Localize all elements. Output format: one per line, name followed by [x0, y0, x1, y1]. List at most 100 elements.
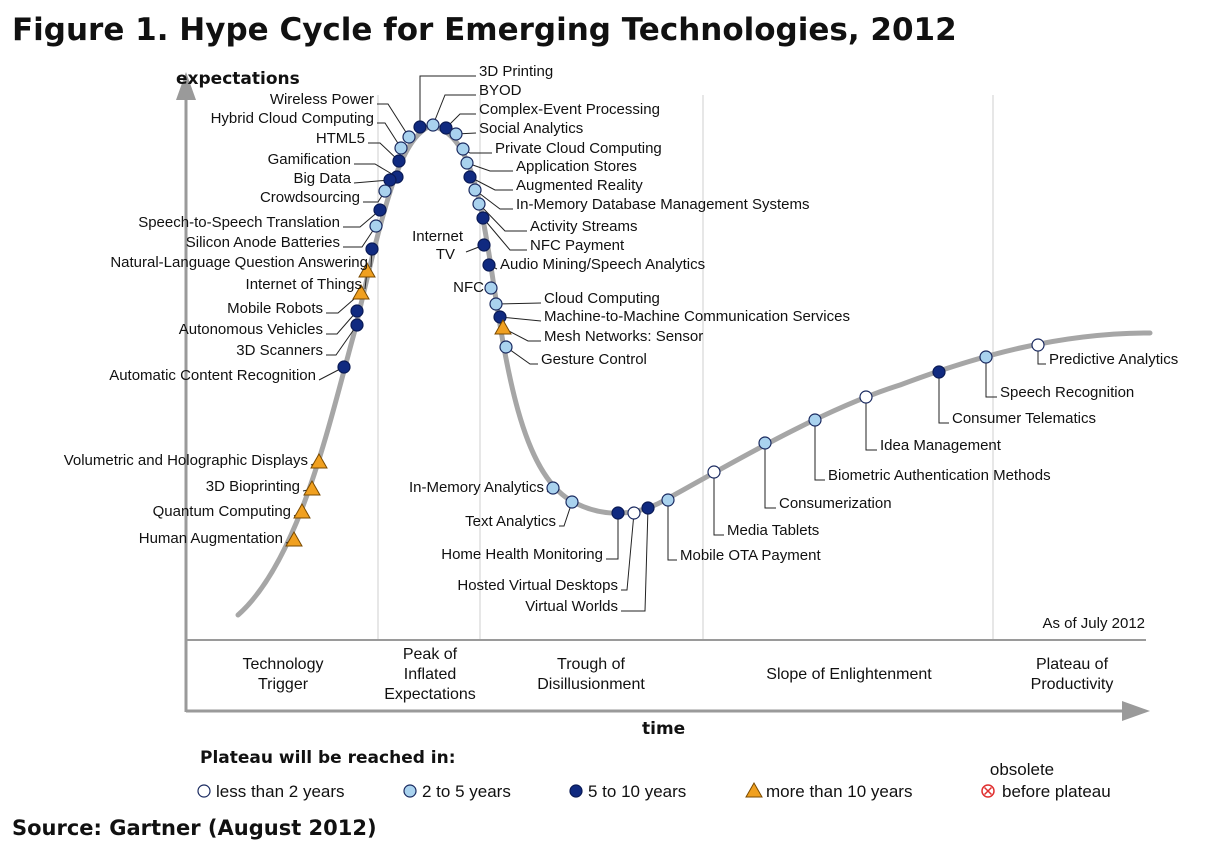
marker-silicon-anode-batteries — [369, 219, 383, 233]
connector-home-health-monitoring — [606, 513, 619, 560]
connector-hosted-virtual-desktops — [621, 512, 635, 591]
label-machine-to-machine-communication-services: Machine-to-Machine Communication Service… — [544, 308, 850, 325]
connector-gesture-control — [505, 346, 538, 365]
label-cloud-computing: Cloud Computing — [544, 290, 660, 307]
marker-hybrid-cloud-computing — [394, 141, 408, 155]
marker-media-tablets — [707, 465, 721, 479]
label-html5: HTML5 — [316, 130, 365, 147]
connector-application-stores — [466, 162, 513, 172]
phase-label: Peak of — [403, 646, 458, 663]
marker-byod — [426, 118, 440, 132]
label-predictive-analytics: Predictive Analytics — [1049, 351, 1178, 368]
marker-html5 — [392, 154, 406, 168]
technology-markers — [285, 118, 1045, 547]
label-gamification: Gamification — [268, 151, 351, 168]
label-application-stores: Application Stores — [516, 158, 637, 175]
connector-3d-scanners — [326, 324, 358, 356]
phase-label: Inflated — [404, 666, 456, 683]
marker-crowdsourcing — [378, 184, 392, 198]
legend-marker-gt10 — [745, 781, 763, 798]
label-human-augmentation: Human Augmentation — [139, 530, 283, 547]
connector-text-analytics — [559, 501, 573, 527]
label-quantum-computing: Quantum Computing — [153, 503, 291, 520]
connector-wireless-power — [377, 103, 410, 138]
marker-complex-event-processing — [439, 121, 453, 135]
marker-mobile-robots — [352, 283, 370, 300]
connector-machine-to-machine-communication-services — [499, 316, 542, 322]
marker-consumerization — [758, 436, 772, 450]
marker-big-data — [383, 173, 397, 187]
phase-label: Slope of Enlightenment — [766, 666, 932, 683]
marker-augmented-reality — [463, 170, 477, 184]
connector-autonomous-vehicles — [326, 310, 358, 335]
label-mobile-robots: Mobile Robots — [227, 300, 323, 317]
connector-mesh-networks-sensor — [502, 327, 541, 342]
connector-biometric-authentication-methods — [814, 420, 825, 481]
legend-label-gt10: more than 10 years — [766, 782, 912, 801]
marker-text-analytics — [565, 495, 579, 509]
label-silicon-anode-batteries: Silicon Anode Batteries — [186, 234, 340, 251]
marker-3d-scanners — [350, 318, 364, 332]
label-augmented-reality: Augmented Reality — [516, 177, 643, 194]
connector-cloud-computing — [495, 302, 542, 305]
label-hybrid-cloud-computing: Hybrid Cloud Computing — [211, 110, 374, 127]
label-text-analytics: Text Analytics — [465, 513, 556, 530]
marker-autonomous-vehicles — [350, 304, 364, 318]
marker-nfc — [484, 281, 498, 295]
label-speech-to-speech-translation: Speech-to-Speech Translation — [138, 214, 340, 231]
connector-mobile-ota-payment — [667, 500, 677, 561]
technology-labels: 3D Printing BYOD Complex-Event Processing S… — [64, 63, 1179, 615]
label-internet-of-things: Internet of Things — [246, 276, 362, 293]
marker-human-augmentation — [285, 530, 303, 547]
label-3d-scanners: 3D Scanners — [236, 342, 323, 359]
marker-wireless-power — [402, 130, 416, 144]
label-media-tablets: Media Tablets — [727, 522, 819, 539]
label-private-cloud-computing: Private Cloud Computing — [495, 140, 662, 157]
connector-virtual-worlds — [621, 507, 649, 612]
marker-audio-mining-speech-analytics — [482, 258, 496, 272]
marker-virtual-worlds — [641, 501, 655, 515]
connector-speech-to-speech-translation — [343, 209, 381, 228]
label-internet-tv: Internet TV — [412, 228, 464, 263]
connector-media-tablets — [713, 472, 724, 536]
connector-html5 — [368, 142, 400, 162]
label-autonomous-vehicles: Autonomous Vehicles — [179, 321, 323, 338]
marker-automatic-content-recognition — [337, 360, 351, 374]
label-idea-management: Idea Management — [880, 437, 1002, 454]
marker-natural-language-question-answering — [365, 242, 379, 256]
y-axis-arrow — [176, 72, 196, 100]
y-axis-label: expectations — [176, 69, 300, 89]
marker-cloud-computing — [489, 297, 503, 311]
marker-home-health-monitoring — [611, 506, 625, 520]
marker-activity-streams — [472, 197, 486, 211]
label-3d-printing: 3D Printing — [479, 63, 553, 80]
legend: less than 2 years 2 to 5 years 5 to 10 yea… — [197, 760, 1111, 801]
phase-labels: Technology Trigger Peak of Inflated Expectat… — [243, 646, 1114, 703]
marker-nfc-payment — [476, 211, 490, 225]
connector-in-memory-database-management-systems — [474, 189, 513, 210]
legend-marker-5to10 — [569, 784, 583, 798]
label-big-data: Big Data — [293, 170, 351, 187]
marker-speech-to-speech-translation — [373, 203, 387, 217]
connector-consumerization — [764, 443, 776, 509]
phase-label: Trough of — [557, 656, 625, 673]
label-virtual-worlds: Virtual Worlds — [525, 598, 618, 615]
marker-application-stores — [460, 156, 474, 170]
phase-label: Trigger — [258, 676, 309, 693]
label-nfc-payment: NFC Payment — [530, 237, 625, 254]
label-activity-streams: Activity Streams — [530, 218, 638, 235]
marker-internet-tv — [477, 238, 491, 252]
marker-3d-bioprinting — [303, 479, 321, 496]
connector-consumer-telematics — [938, 372, 949, 424]
label-3d-bioprinting: 3D Bioprinting — [206, 478, 300, 495]
source-note: Source: Gartner (August 2012) — [12, 816, 377, 840]
connector-nfc-payment — [482, 217, 527, 251]
legend-label-5to10: 5 to 10 years — [588, 782, 686, 801]
marker-quantum-computing — [293, 502, 311, 519]
label-mesh-networks-sensor: Mesh Networks: Sensor — [544, 328, 703, 345]
marker-speech-recognition — [979, 350, 993, 364]
label-hosted-virtual-desktops: Hosted Virtual Desktops — [457, 577, 618, 594]
label-automatic-content-recognition: Automatic Content Recognition — [109, 367, 316, 384]
label-crowdsourcing: Crowdsourcing — [260, 189, 360, 206]
